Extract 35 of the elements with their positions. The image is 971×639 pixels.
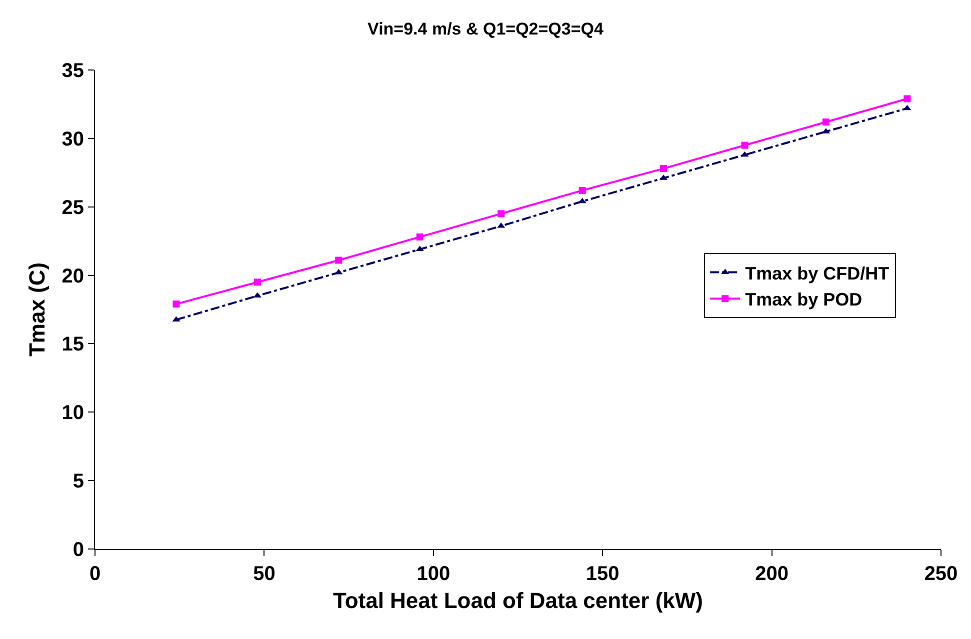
point	[822, 118, 830, 126]
point	[903, 104, 912, 110]
point	[254, 278, 261, 286]
y-tick-label: 25	[62, 196, 84, 219]
legend-label: Tmax by POD	[745, 290, 862, 310]
point	[660, 165, 668, 172]
y-axis-title: Tmax (C)	[24, 262, 50, 357]
point	[253, 292, 262, 298]
point	[578, 198, 586, 204]
point	[741, 142, 748, 149]
point	[416, 246, 424, 252]
y-tick-label: 15	[62, 334, 84, 356]
chart-title: Vin=9.4 m/s & Q1=Q2=Q3=Q4	[368, 19, 604, 38]
y-tick-label: 20	[62, 265, 84, 288]
x-tick-label: 50	[253, 563, 276, 585]
point	[904, 95, 911, 102]
y-tick-label: 30	[62, 128, 84, 150]
y-tick-label: 5	[72, 470, 84, 493]
x-tick-label: 100	[416, 563, 450, 585]
x-tick-label: 0	[89, 563, 101, 585]
x-axis-title: Total Heat Load of Data center (kW)	[333, 588, 703, 613]
y-tick-label: 10	[62, 402, 84, 424]
x-tick-label: 200	[755, 563, 788, 585]
x-tick-label: 150	[586, 563, 620, 585]
y-tick-label: 35	[62, 60, 84, 82]
point	[416, 233, 424, 240]
point	[172, 316, 180, 322]
point	[172, 300, 180, 308]
point	[578, 186, 586, 194]
point	[498, 210, 505, 218]
y-tick-label: 0	[72, 539, 84, 561]
legend-label: Tmax by CFD/HT	[745, 263, 890, 284]
point	[335, 256, 342, 264]
point	[740, 151, 749, 157]
x-tick-label: 250	[924, 563, 958, 585]
